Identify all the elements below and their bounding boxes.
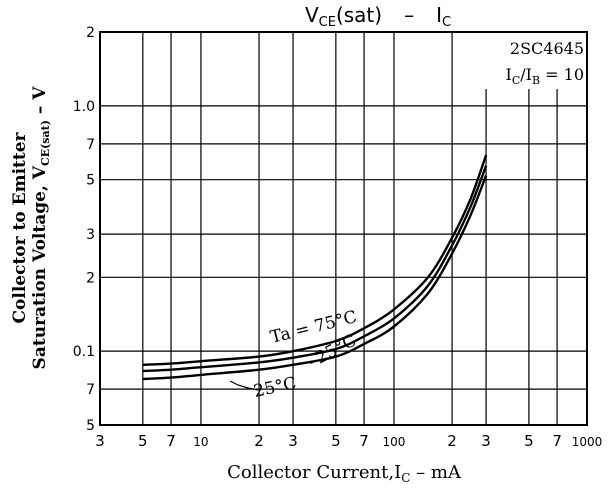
x-tick-label: 5 — [331, 432, 341, 450]
x-tick-label: 1000 — [572, 435, 603, 449]
chart-title: VCE(sat) – IC — [305, 3, 451, 30]
curve-label-leader — [229, 380, 259, 391]
x-tick-label: 3 — [95, 432, 105, 450]
y-gridlines — [100, 105, 587, 390]
y-tick-labels: 5 7 0.1 2 3 5 7 1.0 2 — [73, 25, 95, 434]
y-tick-label: 5 — [86, 173, 95, 189]
annotation-box — [468, 33, 586, 89]
x-gridlines — [142, 32, 558, 425]
x-tick-label: 2 — [447, 432, 457, 450]
part-number-label: 2SC4645 — [510, 39, 584, 58]
x-tick-label: 3 — [481, 432, 491, 450]
x-tick-label: 7 — [166, 432, 176, 450]
x-tick-label: 5 — [138, 432, 148, 450]
y-tick-label: 5 — [86, 418, 95, 434]
x-axis-label: Collector Current,IC – mA — [227, 462, 462, 485]
plot-frame — [99, 31, 588, 426]
series-line-tm25 — [142, 165, 488, 373]
y-tick-label: 7 — [86, 137, 95, 153]
x-tick-labels: 3 5 7 10 2 3 5 7 100 2 3 5 7 1000 — [95, 432, 602, 450]
current-ratio-label: IC/IB = 10 — [506, 65, 585, 87]
x-tick-label: 7 — [359, 432, 369, 450]
x-tick-label: 2 — [254, 432, 264, 450]
y-tick-label: 0.1 — [73, 344, 95, 360]
y-tick-label: 7 — [86, 382, 95, 398]
y-tick-label: 2 — [86, 270, 95, 286]
x-tick-label: 10 — [193, 435, 208, 449]
y-tick-label: 2 — [86, 25, 95, 41]
y-tick-label: 1.0 — [73, 99, 95, 115]
y-tick-label: 3 — [86, 227, 95, 243]
series-line-t75 — [142, 154, 488, 366]
y-axis-label-line1: Collector to Emitter — [10, 131, 30, 323]
x-tick-label: 3 — [288, 432, 298, 450]
x-tick-label: 7 — [552, 432, 562, 450]
series-lines — [142, 154, 488, 381]
series-line-t25 — [142, 175, 488, 381]
x-tick-label: 100 — [383, 435, 406, 449]
x-tick-label: 5 — [524, 432, 534, 450]
y-axis-label-line2: Saturation Voltage, VCE(sat) – V — [30, 86, 52, 370]
